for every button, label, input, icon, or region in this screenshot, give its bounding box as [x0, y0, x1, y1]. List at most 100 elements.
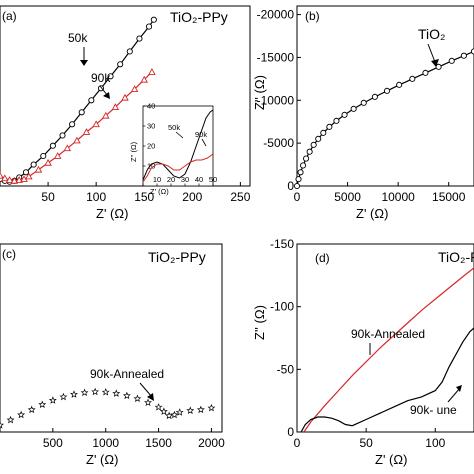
panel-c-arrowhead: [147, 393, 154, 401]
panel-c: (c) TiO₂-PPy 90k-Annealed 500 1000 1500 200…: [0, 243, 225, 467]
panel-c-point-0-5: [48, 396, 57, 404]
panel-b-point-0-5: [306, 148, 313, 155]
panel-c-point-0-4: [38, 400, 47, 409]
panel-d-sample-label: TiO₂-P: [438, 249, 474, 265]
panel-a-point-1-12: [82, 128, 91, 135]
panel-c-point-0-15: [154, 403, 163, 411]
panel-a-xtick-label-1: 100: [86, 190, 106, 204]
panel-a-point-1-2: [5, 176, 14, 183]
panel-a-series-line-1: [0, 71, 153, 182]
panel-a-sample-label: TiO₂-PPy: [170, 9, 228, 25]
inset-ytick-label-1: 10: [147, 162, 155, 171]
inset-xtick-label-3: 30: [181, 175, 189, 184]
panel-d-frame: [296, 243, 474, 433]
panel-d-series-line-1: [300, 327, 474, 433]
panel-a-point-0-8: [49, 142, 56, 149]
inset-xtick-label-5: 50: [209, 175, 217, 184]
panel-b-point-0-15: [383, 87, 391, 94]
panel-a-point-1-7: [34, 165, 43, 173]
panel-d-annotation-unannealed: 90k- une: [410, 403, 457, 417]
panel-b-xtick-label-2: 10000: [381, 190, 415, 204]
panel-c-point-0-13: [133, 394, 142, 403]
panel-d-xtick-label-2: 100: [425, 436, 445, 450]
panel-b-sample-label: TiO₂: [418, 26, 445, 42]
panel-c-point-0-3: [27, 405, 36, 414]
panel-a-annotation-90k: 90k: [91, 71, 111, 85]
panel-a-series: [0, 16, 157, 185]
inset-xlabel: Z' (Ω): [150, 187, 169, 196]
panel-d-ylabel: Z'' (Ω): [252, 305, 267, 340]
panel-a-point-1-3: [10, 176, 19, 184]
panel-a-xlabel: Z' (Ω): [96, 206, 128, 221]
panel-b-xlabel: Z' (Ω): [356, 206, 388, 221]
panel-b-xtick-label-3: 15000: [432, 190, 466, 204]
panel-a-point-1-19: [148, 68, 156, 75]
inset-series: [142, 109, 214, 183]
panel-a-arrowhead-50k: [80, 60, 88, 66]
panel-a-label: (a): [2, 9, 17, 23]
inset-series-line-0: [142, 109, 214, 181]
inset-annotation-50k: 50k: [168, 123, 180, 132]
panel-a-point-0-18: [145, 23, 153, 30]
panel-a: (a) TiO₂-PPy 50 100 150 200 250 Z' (Ω) 50k 9…: [0, 5, 251, 221]
panel-d-ytick-label-0: 0: [287, 425, 294, 439]
panel-b-point-0-16: [396, 81, 403, 88]
panel-c-point-0-7: [70, 390, 78, 398]
panel-b-point-0-19: [435, 63, 442, 70]
panel-c-xtick-label-1: 1000: [92, 436, 119, 450]
panel-c-point-0-18: [170, 410, 179, 419]
panel-c-point-0-6: [59, 392, 68, 401]
panel-b-point-0-8: [320, 129, 327, 136]
inset-xtick-label-2: 20: [167, 175, 175, 184]
inset-ytick-label-4: 40: [147, 102, 155, 111]
panel-c-point-0-17: [165, 411, 174, 420]
panel-a-point-1-17: [130, 85, 139, 92]
panel-b-ytick-label-4: -20000: [257, 8, 295, 22]
panel-b-point-0-20: [448, 57, 455, 64]
panel-a-annotation-50k: 50k: [68, 31, 88, 45]
panel-b-point-0-18: [422, 69, 429, 76]
panel-a-point-0-11: [78, 109, 85, 116]
panel-b-label: (b): [305, 9, 320, 23]
panel-a-point-1-13: [92, 120, 100, 128]
panel-d-xlabel: Z' (Ω): [375, 452, 407, 467]
panel-b-point-0-13: [360, 99, 367, 106]
panel-a-xtick-label-0: 50: [41, 190, 55, 204]
panel-b-point-0-17: [409, 75, 416, 82]
panel-c-xlabel: Z' (Ω): [86, 452, 118, 467]
inset-series-line-1: [142, 153, 214, 183]
panel-b-point-0-7: [315, 135, 322, 142]
panel-a-inset: 10 20 30 40 50 10 20 30 40 Z' (Ω) Z'' (Ω) 50k 90…: [129, 102, 217, 197]
panel-a-point-1-16: [121, 93, 129, 101]
panel-d-ticks: 0 50 100 0 -50 -100 -150: [270, 237, 446, 450]
panel-a-point-1-15: [111, 103, 120, 110]
panel-b-point-0-1: [295, 176, 302, 183]
panel-b-series-line-0: [296, 50, 474, 187]
inset-annotation-90k: 90k: [195, 130, 207, 139]
panel-d-arrowhead-unannealed: [456, 385, 462, 392]
inset-ylabel: Z'' (Ω): [129, 141, 138, 162]
panel-b-ytick-label-0: 0: [287, 179, 294, 193]
panel-d-xtick-label-0: 0: [294, 436, 301, 450]
inset-ytick-label-3: 30: [147, 122, 155, 131]
panel-a-point-0-7: [40, 152, 47, 160]
panel-c-annotation: 90k-Annealed: [90, 367, 164, 381]
panel-d: (d) TiO₂-P 0 50 100 0 -50 -100 -150 90k-Anneal…: [252, 237, 474, 467]
panel-c-series: [0, 387, 216, 429]
panel-c-xtick-label-0: 500: [43, 436, 63, 450]
panel-a-xtick-label-3: 200: [182, 190, 202, 204]
panel-c-point-0-10: [101, 388, 110, 396]
panel-a-point-0-6: [30, 161, 37, 168]
panel-a-ticks: 50 100 150 200 250: [41, 182, 251, 204]
panel-a-point-0-19: [150, 16, 157, 23]
panel-a-point-0-10: [69, 121, 76, 128]
panel-c-point-0-20: [186, 406, 195, 414]
panel-a-frame: [0, 5, 251, 187]
panel-b-point-0-11: [341, 111, 348, 118]
panel-c-xtick-label-3: 2000: [198, 436, 225, 450]
panel-d-xtick-label-1: 50: [359, 436, 373, 450]
panel-b-point-0-4: [303, 155, 310, 162]
panel-b-point-0-9: [326, 123, 333, 130]
panel-d-arrow-unannealed: [447, 387, 461, 403]
